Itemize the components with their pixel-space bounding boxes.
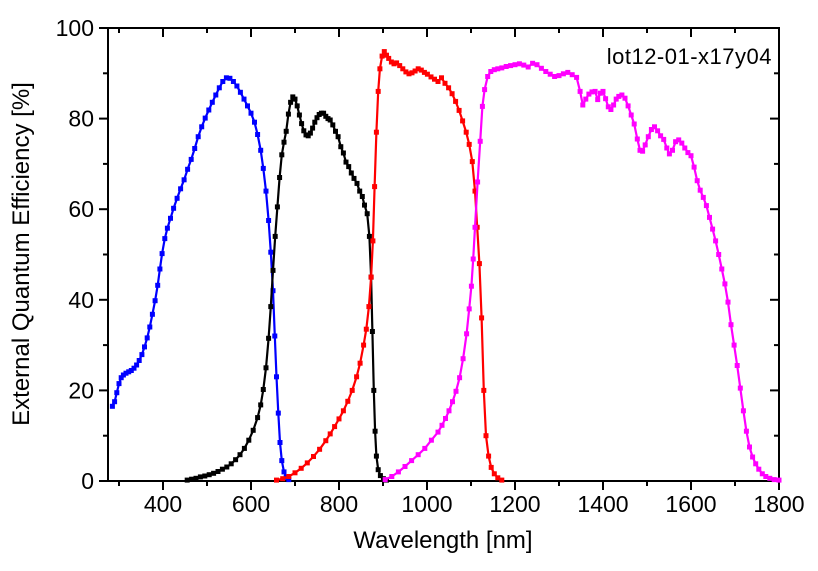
- series-subcell-3-red: [274, 49, 505, 483]
- y-tick-label: 80: [68, 106, 94, 132]
- x-tick-label: 1000: [401, 491, 452, 517]
- x-tick-label: 1600: [665, 491, 716, 517]
- y-tick-label: 40: [68, 287, 94, 313]
- x-tick-label: 400: [144, 491, 182, 517]
- axes: [99, 27, 780, 490]
- y-axis-title: External Quantum Efficiency [%]: [8, 82, 35, 426]
- x-tick-label: 1400: [577, 491, 628, 517]
- series-subcell-2-black: [184, 94, 389, 483]
- y-tick-label: 60: [68, 196, 94, 222]
- y-tick-label: 20: [68, 377, 94, 403]
- lot-annotation: lot12-01-x17y04: [606, 44, 772, 69]
- x-tick-label: 1200: [489, 491, 540, 517]
- x-axis-title: Wavelength [nm]: [353, 527, 533, 554]
- series-subcell-1-blue: [109, 75, 292, 483]
- tick-labels: 400 600 800 1000 1200 1400 1600 1800 0 20 40 60 80 10…: [56, 15, 805, 517]
- y-tick-label: 100: [56, 15, 94, 41]
- x-tick-label: 800: [320, 491, 358, 517]
- series-subcell-4-magenta: [382, 60, 782, 483]
- x-tick-label: 1800: [753, 491, 804, 517]
- y-tick-label: 0: [81, 468, 94, 494]
- x-tick-label: 600: [232, 491, 270, 517]
